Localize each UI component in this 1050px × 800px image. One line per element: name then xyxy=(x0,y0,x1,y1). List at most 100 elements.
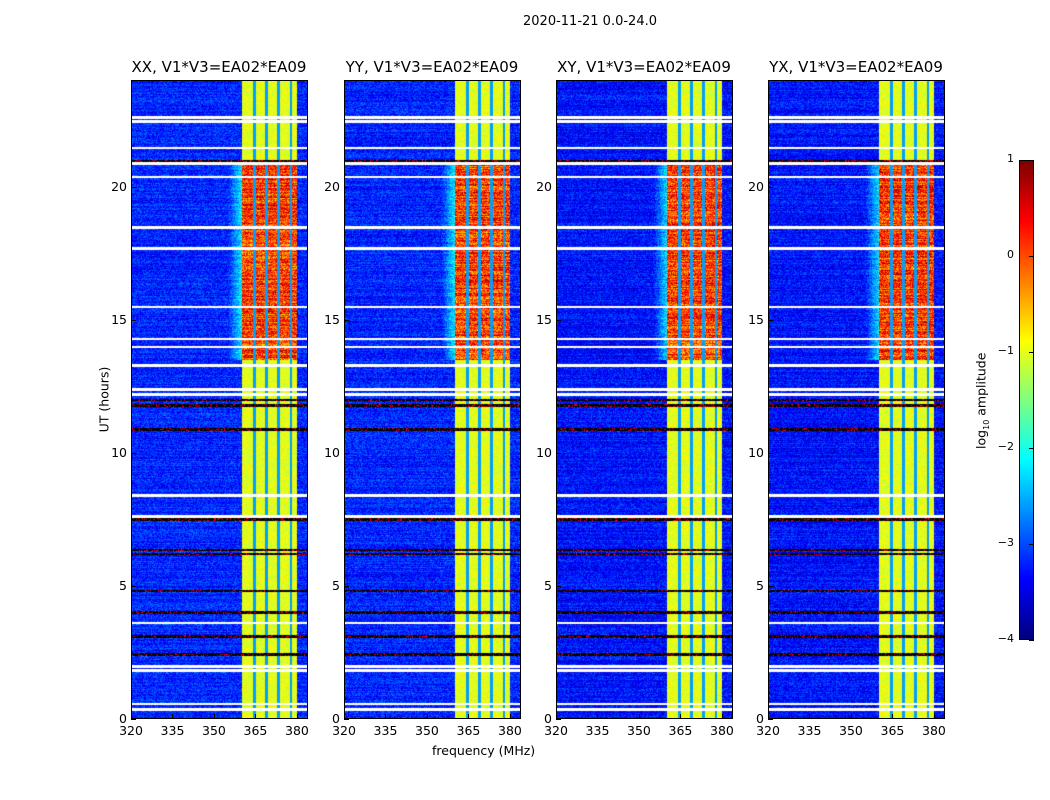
y-tick-label: 10 xyxy=(536,444,552,460)
colorbar-tick-label: −2 xyxy=(997,440,1014,453)
y-tick-label: 5 xyxy=(119,577,127,593)
panel-title: YY, V1*V3=EA02*EA09 xyxy=(345,58,519,76)
x-tick-label: 320 xyxy=(119,723,143,738)
x-tick-label: 380 xyxy=(498,723,522,738)
y-tick-label: 5 xyxy=(544,577,552,593)
y-tick-mark xyxy=(131,319,136,321)
heatmap-panel xyxy=(556,80,733,719)
x-tick-label: 320 xyxy=(756,723,780,738)
x-tick-mark xyxy=(680,714,682,719)
colorbar-label-subscript: 10 xyxy=(981,419,991,430)
y-tick-mark xyxy=(556,452,561,454)
x-axis-label: frequency (MHz) xyxy=(432,743,536,758)
y-tick-mark xyxy=(556,319,561,321)
y-tick-mark xyxy=(556,186,561,188)
x-tick-mark xyxy=(892,714,894,719)
y-tick-label: 20 xyxy=(111,178,127,194)
x-tick-label: 350 xyxy=(202,723,226,738)
colorbar-label: log10 amplitude xyxy=(973,351,991,451)
x-tick-label: 335 xyxy=(160,723,185,738)
colorbar-tick-label: 1 xyxy=(1007,152,1014,165)
x-tick-mark xyxy=(426,714,428,719)
x-tick-mark xyxy=(213,714,215,719)
colorbar-tick-mark xyxy=(1029,640,1034,641)
heatmap-image xyxy=(132,81,307,718)
x-tick-label: 335 xyxy=(797,723,822,738)
x-tick-label: 320 xyxy=(544,723,568,738)
y-tick-label: 10 xyxy=(111,444,127,460)
y-tick-mark xyxy=(131,719,136,720)
panel-title: YX, V1*V3=EA02*EA09 xyxy=(769,58,943,76)
y-tick-mark xyxy=(768,319,773,321)
y-tick-label: 0 xyxy=(756,711,764,726)
y-tick-label: 10 xyxy=(748,444,764,460)
x-tick-mark xyxy=(721,714,723,719)
x-tick-mark xyxy=(131,714,132,719)
y-tick-mark xyxy=(768,585,773,587)
x-tick-mark xyxy=(597,714,599,719)
x-tick-mark xyxy=(296,714,298,719)
y-tick-label: 20 xyxy=(748,178,764,194)
colorbar-tick-mark xyxy=(1029,544,1034,545)
x-tick-label: 365 xyxy=(880,723,905,738)
y-tick-mark xyxy=(131,186,136,188)
colorbar xyxy=(1019,160,1034,640)
y-tick-mark xyxy=(556,719,561,720)
y-tick-mark xyxy=(344,719,349,720)
x-tick-label: 335 xyxy=(373,723,398,738)
y-tick-label: 5 xyxy=(756,577,764,593)
y-tick-mark xyxy=(131,452,136,454)
y-tick-label: 15 xyxy=(111,311,127,327)
x-tick-mark xyxy=(638,714,640,719)
panel-title: XY, V1*V3=EA02*EA09 xyxy=(557,58,731,76)
y-tick-mark xyxy=(344,452,349,454)
colorbar-tick-label: 0 xyxy=(1007,248,1014,261)
y-tick-label: 15 xyxy=(748,311,764,327)
colorbar-tick-label: −1 xyxy=(997,344,1014,357)
x-tick-label: 335 xyxy=(585,723,610,738)
y-tick-label: 0 xyxy=(119,711,127,726)
x-tick-label: 380 xyxy=(285,723,309,738)
y-tick-label: 20 xyxy=(324,178,340,194)
heatmap-image xyxy=(345,81,520,718)
y-tick-label: 0 xyxy=(332,711,340,726)
x-tick-label: 350 xyxy=(627,723,651,738)
x-tick-mark xyxy=(344,714,345,719)
y-tick-mark xyxy=(344,585,349,587)
panel-title: XX, V1*V3=EA02*EA09 xyxy=(131,58,307,76)
x-tick-label: 365 xyxy=(243,723,268,738)
x-tick-label: 350 xyxy=(415,723,439,738)
x-tick-label: 380 xyxy=(710,723,734,738)
x-tick-mark xyxy=(556,714,557,719)
colorbar-gradient xyxy=(1020,161,1033,639)
x-tick-mark xyxy=(768,714,769,719)
y-tick-mark xyxy=(768,452,773,454)
colorbar-tick-mark xyxy=(1029,160,1034,161)
y-tick-mark xyxy=(556,585,561,587)
y-tick-label: 10 xyxy=(324,444,340,460)
x-tick-label: 365 xyxy=(456,723,481,738)
y-tick-mark xyxy=(768,719,773,720)
y-tick-mark xyxy=(768,186,773,188)
colorbar-label-suffix: amplitude xyxy=(973,352,989,420)
y-tick-label: 15 xyxy=(536,311,552,327)
x-tick-label: 380 xyxy=(922,723,946,738)
heatmap-panel xyxy=(768,80,945,719)
y-tick-label: 0 xyxy=(544,711,552,726)
colorbar-tick-label: −3 xyxy=(997,536,1014,549)
x-tick-label: 320 xyxy=(332,723,356,738)
y-tick-label: 20 xyxy=(536,178,552,194)
heatmap-panel xyxy=(344,80,521,719)
y-tick-mark xyxy=(131,585,136,587)
y-tick-mark xyxy=(344,186,349,188)
x-tick-mark xyxy=(172,714,174,719)
x-tick-mark xyxy=(850,714,852,719)
heatmap-image xyxy=(557,81,732,718)
x-tick-mark xyxy=(933,714,935,719)
x-tick-label: 350 xyxy=(839,723,863,738)
x-tick-mark xyxy=(255,714,257,719)
x-tick-mark xyxy=(468,714,470,719)
x-tick-mark xyxy=(509,714,511,719)
colorbar-tick-label: −4 xyxy=(997,632,1014,645)
